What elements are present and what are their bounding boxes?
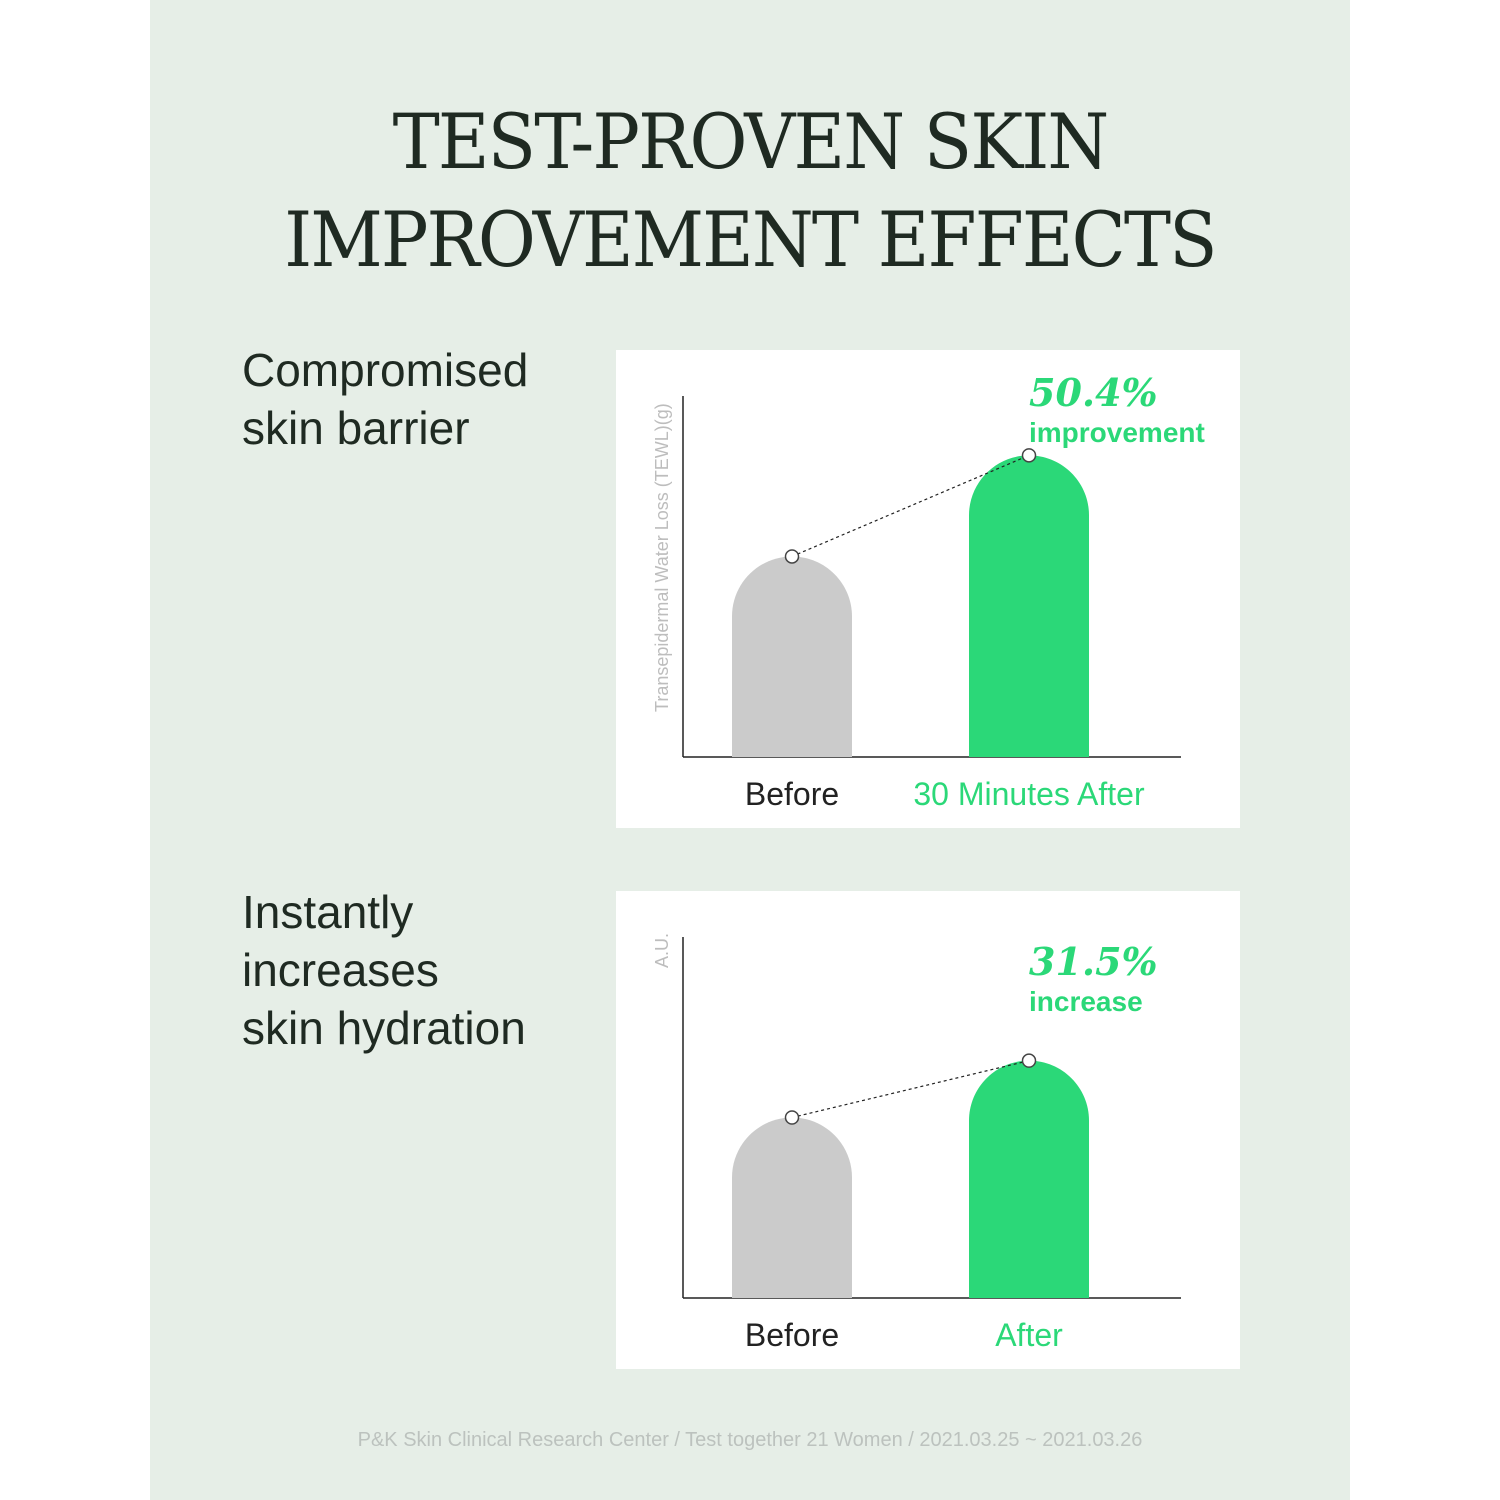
infographic-panel: TEST-PROVEN SKIN IMPROVEMENT EFFECTS Com… bbox=[150, 0, 1350, 1500]
annotation-value: 50.4% bbox=[1029, 370, 1158, 415]
chart-2-description: Instantly increases skin hydration bbox=[242, 886, 526, 1054]
marker-before bbox=[784, 549, 800, 564]
annotation-label: increase bbox=[1029, 986, 1143, 1017]
category-label-after: After bbox=[995, 1317, 1063, 1353]
chart-1-svg: Transepidermal Water Loss (TEWL)(g) 50.4… bbox=[652, 370, 1205, 812]
footnote: P&K Skin Clinical Research Center / Test… bbox=[357, 1429, 1143, 1451]
bar-before bbox=[732, 1117, 852, 1298]
trend-line bbox=[791, 1060, 1030, 1119]
chart-2-card: A.U. 31.5% increase Before After bbox=[616, 891, 1240, 1369]
y-axis-label: Transepidermal Water Loss (TEWL)(g) bbox=[652, 403, 672, 712]
bar-after bbox=[969, 1060, 1089, 1298]
trend-line bbox=[791, 454, 1030, 557]
annotation-label: improvement bbox=[1029, 417, 1205, 448]
chart-1-card: Transepidermal Water Loss (TEWL)(g) 50.4… bbox=[616, 350, 1240, 828]
marker-after bbox=[1021, 448, 1037, 463]
category-label-before: Before bbox=[745, 1317, 839, 1353]
headline-line-1: TEST-PROVEN SKIN bbox=[392, 97, 1110, 186]
category-label-after: 30 Minutes After bbox=[913, 776, 1145, 812]
marker-before bbox=[784, 1110, 800, 1125]
headline-line-2: IMPROVEMENT EFFECTS bbox=[284, 195, 1217, 284]
bar-before bbox=[732, 556, 852, 757]
chart-2-svg: A.U. 31.5% increase Before After bbox=[652, 933, 1181, 1353]
category-label-before: Before bbox=[745, 776, 839, 812]
bar-after bbox=[969, 455, 1089, 757]
annotation-value: 31.5% bbox=[1029, 939, 1158, 984]
marker-after bbox=[1021, 1053, 1037, 1068]
chart-1-description: Compromised skin barrier bbox=[242, 344, 529, 454]
y-axis-label: A.U. bbox=[652, 933, 672, 968]
